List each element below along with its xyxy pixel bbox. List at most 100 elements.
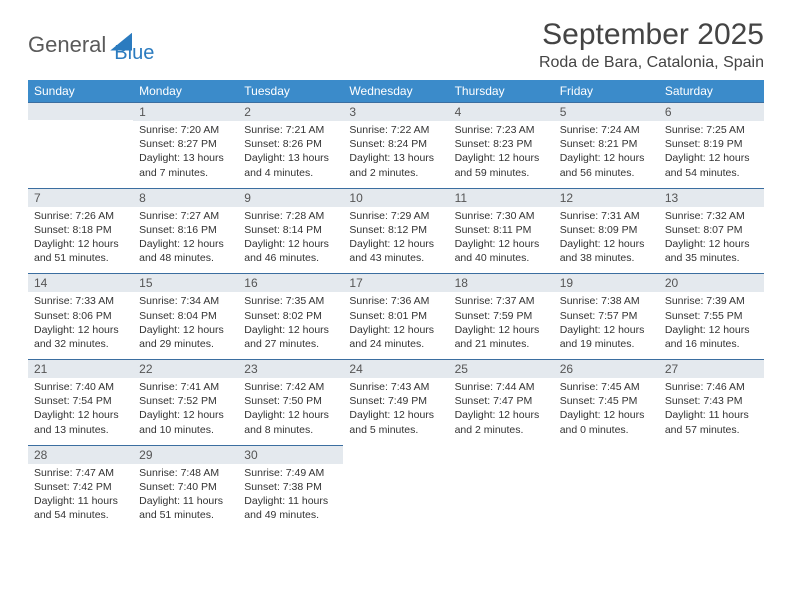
- daylight-text: Daylight: 11 hours and 54 minutes.: [34, 494, 127, 522]
- day-cell: 19 Sunrise: 7:38 AMSunset: 7:57 PMDayligh…: [554, 273, 659, 359]
- day-body: Sunrise: 7:24 AMSunset: 8:21 PMDaylight:…: [554, 121, 659, 188]
- day-number: 22: [133, 359, 238, 378]
- sunrise-text: Sunrise: 7:30 AM: [455, 209, 548, 223]
- day-body: Sunrise: 7:48 AMSunset: 7:40 PMDaylight:…: [133, 464, 238, 531]
- sunrise-text: Sunrise: 7:33 AM: [34, 294, 127, 308]
- sunrise-text: Sunrise: 7:44 AM: [455, 380, 548, 394]
- sunrise-text: Sunrise: 7:37 AM: [455, 294, 548, 308]
- sunset-text: Sunset: 8:06 PM: [34, 309, 127, 323]
- day-number: 5: [554, 102, 659, 121]
- day-body: Sunrise: 7:36 AMSunset: 8:01 PMDaylight:…: [343, 292, 448, 359]
- daylight-text: Daylight: 11 hours and 49 minutes.: [244, 494, 337, 522]
- daylight-text: Daylight: 12 hours and 32 minutes.: [34, 323, 127, 351]
- day-cell: 20Sunrise: 7:39 AMSunset: 7:55 PMDayligh…: [659, 273, 764, 359]
- day-body: Sunrise: 7:41 AMSunset: 7:52 PMDaylight:…: [133, 378, 238, 445]
- sunset-text: Sunset: 8:04 PM: [139, 309, 232, 323]
- sunset-text: Sunset: 8:09 PM: [560, 223, 653, 237]
- sunset-text: Sunset: 8:23 PM: [455, 137, 548, 151]
- calendar-grid: Sunday Monday Tuesday Wednesday Thursday…: [28, 80, 764, 530]
- day-cell: 1Sunrise: 7:20 AMSunset: 8:27 PMDaylight…: [133, 102, 238, 188]
- daylight-text: Daylight: 12 hours and 46 minutes.: [244, 237, 337, 265]
- weekday-header: Tuesday: [238, 80, 343, 102]
- sunset-text: Sunset: 7:54 PM: [34, 394, 127, 408]
- daylight-text: Daylight: 12 hours and 8 minutes.: [244, 408, 337, 436]
- day-body: Sunrise: 7:43 AMSunset: 7:49 PMDaylight:…: [343, 378, 448, 445]
- day-number: 15: [133, 273, 238, 292]
- day-number: 29: [133, 445, 238, 464]
- day-number: 27: [659, 359, 764, 378]
- daylight-text: Daylight: 12 hours and 56 minutes.: [560, 151, 653, 179]
- day-body: Sunrise: 7:31 AMSunset: 8:09 PMDaylight:…: [554, 207, 659, 274]
- day-body: Sunrise: 7:35 AMSunset: 8:02 PMDaylight:…: [238, 292, 343, 359]
- sunset-text: Sunset: 7:57 PM: [560, 309, 653, 323]
- week-row: 1Sunrise: 7:20 AMSunset: 8:27 PMDaylight…: [28, 102, 764, 188]
- day-cell: 28Sunrise: 7:47 AMSunset: 7:42 PMDayligh…: [28, 445, 133, 531]
- day-cell: 27Sunrise: 7:46 AMSunset: 7:43 PMDayligh…: [659, 359, 764, 445]
- day-number: 30: [238, 445, 343, 464]
- sunrise-text: Sunrise: 7:31 AM: [560, 209, 653, 223]
- day-body: Sunrise: 7:23 AMSunset: 8:23 PMDaylight:…: [449, 121, 554, 188]
- sunrise-text: Sunrise: 7:34 AM: [139, 294, 232, 308]
- sunset-text: Sunset: 7:59 PM: [455, 309, 548, 323]
- daylight-text: Daylight: 12 hours and 35 minutes.: [665, 237, 758, 265]
- day-number: 21: [28, 359, 133, 378]
- day-cell: [343, 445, 448, 531]
- brand-logo: General Blue: [28, 18, 154, 65]
- daylight-text: Daylight: 12 hours and 48 minutes.: [139, 237, 232, 265]
- daylight-text: Daylight: 12 hours and 2 minutes.: [455, 408, 548, 436]
- daylight-text: Daylight: 12 hours and 19 minutes.: [560, 323, 653, 351]
- day-cell: 2Sunrise: 7:21 AMSunset: 8:26 PMDaylight…: [238, 102, 343, 188]
- sunset-text: Sunset: 8:02 PM: [244, 309, 337, 323]
- day-cell: 23Sunrise: 7:42 AMSunset: 7:50 PMDayligh…: [238, 359, 343, 445]
- day-body: [659, 463, 764, 473]
- day-body: Sunrise: 7:20 AMSunset: 8:27 PMDaylight:…: [133, 121, 238, 188]
- day-body: Sunrise: 7:30 AMSunset: 8:11 PMDaylight:…: [449, 207, 554, 274]
- day-number: 12: [554, 188, 659, 207]
- daylight-text: Daylight: 12 hours and 29 minutes.: [139, 323, 232, 351]
- day-body: Sunrise: 7:46 AMSunset: 7:43 PMDaylight:…: [659, 378, 764, 445]
- day-number: 7: [28, 188, 133, 207]
- day-number: 16: [238, 273, 343, 292]
- day-body: Sunrise: 7:32 AMSunset: 8:07 PMDaylight:…: [659, 207, 764, 274]
- sunset-text: Sunset: 8:11 PM: [455, 223, 548, 237]
- daylight-text: Daylight: 12 hours and 54 minutes.: [665, 151, 758, 179]
- sunset-text: Sunset: 7:52 PM: [139, 394, 232, 408]
- day-cell: 5Sunrise: 7:24 AMSunset: 8:21 PMDaylight…: [554, 102, 659, 188]
- day-number: 24: [343, 359, 448, 378]
- daylight-text: Daylight: 12 hours and 27 minutes.: [244, 323, 337, 351]
- sunrise-text: Sunrise: 7:32 AM: [665, 209, 758, 223]
- day-body: Sunrise: 7:33 AMSunset: 8:06 PMDaylight:…: [28, 292, 133, 359]
- week-row: 21Sunrise: 7:40 AMSunset: 7:54 PMDayligh…: [28, 359, 764, 445]
- day-number: 19: [554, 273, 659, 292]
- sunset-text: Sunset: 7:49 PM: [349, 394, 442, 408]
- sunrise-text: Sunrise: 7:36 AM: [349, 294, 442, 308]
- day-number: 9: [238, 188, 343, 207]
- day-body: Sunrise: 7:39 AMSunset: 7:55 PMDaylight:…: [659, 292, 764, 359]
- daylight-text: Daylight: 11 hours and 51 minutes.: [139, 494, 232, 522]
- sunrise-text: Sunrise: 7:23 AM: [455, 123, 548, 137]
- day-cell: 17Sunrise: 7:36 AMSunset: 8:01 PMDayligh…: [343, 273, 448, 359]
- weekday-header: Saturday: [659, 80, 764, 102]
- sunrise-text: Sunrise: 7:38 AM: [560, 294, 653, 308]
- day-body: Sunrise: 7:42 AMSunset: 7:50 PMDaylight:…: [238, 378, 343, 445]
- daylight-text: Daylight: 13 hours and 7 minutes.: [139, 151, 232, 179]
- weekday-header-row: Sunday Monday Tuesday Wednesday Thursday…: [28, 80, 764, 102]
- sunrise-text: Sunrise: 7:27 AM: [139, 209, 232, 223]
- day-number: 23: [238, 359, 343, 378]
- sunrise-text: Sunrise: 7:24 AM: [560, 123, 653, 137]
- day-cell: 13Sunrise: 7:32 AMSunset: 8:07 PMDayligh…: [659, 188, 764, 274]
- day-number: 6: [659, 102, 764, 121]
- sunset-text: Sunset: 7:45 PM: [560, 394, 653, 408]
- day-body: Sunrise: 7:29 AMSunset: 8:12 PMDaylight:…: [343, 207, 448, 274]
- daylight-text: Daylight: 12 hours and 13 minutes.: [34, 408, 127, 436]
- sunrise-text: Sunrise: 7:47 AM: [34, 466, 127, 480]
- day-body: [343, 463, 448, 473]
- weekday-header: Sunday: [28, 80, 133, 102]
- day-cell: 9Sunrise: 7:28 AMSunset: 8:14 PMDaylight…: [238, 188, 343, 274]
- weekday-header: Wednesday: [343, 80, 448, 102]
- daylight-text: Daylight: 12 hours and 5 minutes.: [349, 408, 442, 436]
- sunset-text: Sunset: 8:24 PM: [349, 137, 442, 151]
- day-cell: 4Sunrise: 7:23 AMSunset: 8:23 PMDaylight…: [449, 102, 554, 188]
- week-row: 14Sunrise: 7:33 AMSunset: 8:06 PMDayligh…: [28, 273, 764, 359]
- daylight-text: Daylight: 12 hours and 59 minutes.: [455, 151, 548, 179]
